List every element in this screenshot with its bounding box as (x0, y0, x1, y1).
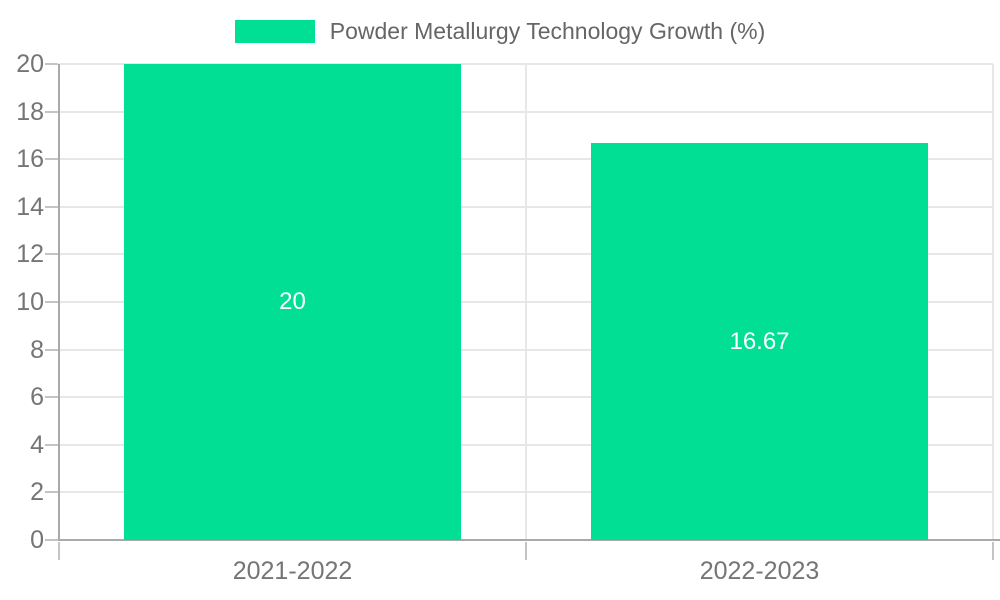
y-axis-tick (45, 539, 58, 541)
gridline-vertical (525, 64, 527, 540)
x-axis-line (58, 539, 1000, 541)
y-axis-tick (45, 301, 58, 303)
y-axis-tick-label: 2 (30, 478, 44, 507)
y-axis-tick (45, 205, 58, 208)
y-axis-tick-label: 16 (16, 145, 44, 174)
plot-area: 0 2 4 6 8 10 12 14 16 18 20 20 2021-2022 16.67 2022-20… (16, 50, 1000, 585)
y-axis-tick-label: 6 (30, 383, 44, 412)
y-axis-tick-label: 4 (30, 430, 44, 459)
y-axis-tick (45, 348, 58, 351)
bar-value-label: 16.67 (729, 327, 790, 355)
x-axis-category-label: 2022-2023 (699, 557, 820, 585)
y-axis-tick (45, 63, 58, 65)
y-axis-line (58, 64, 60, 540)
y-axis-tick (45, 396, 58, 399)
y-axis-tick-label: 20 (16, 50, 44, 78)
bar-2021-2022[interactable] (124, 64, 461, 540)
bar-value-label: 20 (279, 288, 306, 315)
x-axis-tick (525, 542, 527, 560)
gridline-vertical (992, 64, 994, 540)
x-axis-tick (992, 542, 994, 560)
y-axis-tick (45, 491, 58, 494)
legend-swatch (234, 19, 315, 43)
y-axis-tick-label: 10 (16, 288, 44, 316)
y-axis-tick (45, 110, 58, 113)
y-axis-tick-label: 0 (30, 526, 44, 554)
y-axis-tick-label: 14 (16, 192, 44, 221)
y-axis-tick-label: 18 (16, 97, 44, 126)
x-axis-tick (58, 542, 60, 560)
y-axis-tick (45, 158, 58, 161)
bar-2022-2023[interactable] (591, 143, 928, 540)
y-axis-tick-label: 12 (16, 240, 44, 269)
x-axis-category-label: 2021-2022 (232, 557, 353, 585)
legend-label: Powder Metallurgy Technology Growth (%) (329, 17, 766, 44)
y-axis-tick (45, 443, 58, 446)
legend[interactable]: Powder Metallurgy Technology Growth (%) (0, 17, 1000, 44)
y-axis-tick (45, 253, 58, 256)
y-axis-tick-label: 8 (30, 335, 44, 364)
